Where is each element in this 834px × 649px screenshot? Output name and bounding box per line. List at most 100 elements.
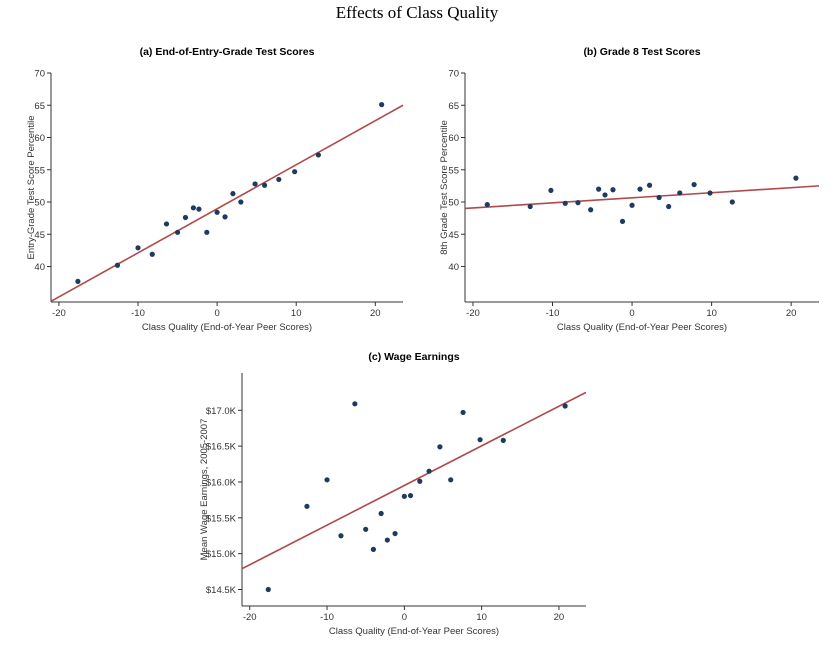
panel-a-x-tick-label: -10 [131, 308, 145, 319]
panel-b-x-tick-label: 20 [786, 308, 797, 319]
panel-c-title: (c) Wage Earnings [368, 351, 459, 363]
panel-a-data-point [190, 205, 196, 211]
panel-b-data-point [677, 190, 683, 196]
panel-c-y-tick-label: $17.0K [206, 406, 237, 417]
panel-c-data-point [384, 537, 390, 543]
panel-b-data-point [629, 202, 635, 208]
panel-c-data-point [392, 530, 398, 537]
panel-a-data-point [182, 214, 189, 221]
panel-c-y-tick-label: $16.0K [206, 477, 237, 488]
panel-c-data-point [460, 409, 466, 416]
panel-a-data-point [204, 229, 210, 235]
panel-c-data-point [417, 478, 423, 484]
panel-b-x-tick-label: -10 [546, 308, 560, 319]
panel-b-data-point [666, 203, 672, 210]
panel-c-data-point [265, 586, 271, 593]
panel-a-data-point [230, 191, 236, 197]
panel-c-x-axis-label: Class Quality (End-of-Year Peer Scores) [329, 626, 499, 637]
panel-b-data-point [707, 190, 713, 196]
panel-c-data-point [477, 437, 483, 443]
panel-b-x-tick-label: -20 [466, 308, 480, 319]
panel-b-data-point [619, 218, 626, 224]
panel-a-y-axis-label: Entry-Grade Test Score Percentile [26, 116, 37, 260]
panel-c-fit-line [241, 391, 587, 570]
panel-b-x-tick-label: 10 [706, 308, 717, 319]
panel-a-data-point [261, 182, 268, 188]
panel-b-data-point [656, 194, 662, 201]
panel-a-data-point [252, 181, 258, 187]
panel-b-data-point [596, 186, 602, 192]
panel-a-fit-line [50, 104, 404, 303]
figure-title: Effects of Class Quality [335, 3, 499, 22]
panel-b-data-point [527, 203, 533, 210]
panel-b-y-axis-label: 8th Grade Test Score Percentile [439, 120, 450, 254]
panel-a-data-point [149, 251, 155, 257]
panel-a-data-point [75, 278, 81, 284]
panel-c-data-point [352, 401, 358, 407]
panel-b-title: (b) Grade 8 Test Scores [583, 46, 700, 58]
panel-c-data-point [562, 403, 568, 409]
panel-a-data-point [379, 102, 385, 108]
panel-b-data-point [575, 200, 581, 206]
panel-c-data-point [437, 444, 443, 450]
panel-c-data-point [363, 526, 369, 532]
panel-b-y-tick-label: 70 [448, 69, 459, 80]
panel-a-y-tick-label: 40 [34, 262, 45, 273]
panel-c-y-tick-label: $15.0K [206, 549, 237, 560]
panel-a-data-point [222, 214, 228, 220]
panel-c-data-point [370, 546, 377, 552]
panel-a-x-tick-label: 20 [370, 308, 381, 319]
panel-b-x-axis-label: Class Quality (End-of-Year Peer Scores) [557, 322, 727, 333]
panel-a-title: (a) End-of-Entry-Grade Test Scores [140, 46, 315, 58]
panel-a-x-axis-label: Class Quality (End-of-Year Peer Scores) [142, 322, 312, 333]
panel-c-data-point [401, 493, 407, 499]
panel-a-data-point [276, 176, 282, 183]
panel-c-y-tick-label: $14.5K [206, 585, 237, 596]
panel-b-data-point [602, 192, 608, 198]
panel-a-y-tick-label: 60 [34, 133, 45, 144]
panel-a-data-point [315, 152, 321, 158]
panel-c-data-point [304, 503, 310, 509]
panel-a-data-point [238, 199, 244, 205]
panel-c-data-point [448, 477, 454, 483]
panel-a-y-tick-label: 70 [34, 69, 45, 80]
panel-b-y-tick-label: 55 [448, 165, 459, 176]
panel-a-y-tick-label: 45 [34, 230, 45, 241]
panel-a-x-tick-label: 0 [214, 308, 219, 319]
panel-b-y-tick-label: 65 [448, 101, 459, 112]
panel-c-x-tick-label: 10 [476, 612, 487, 623]
panel-c-y-tick-label: $15.5K [206, 513, 237, 524]
panel-c-data-point [378, 510, 384, 517]
panel-c-data-point [500, 437, 506, 443]
panel-b-data-point [691, 181, 697, 188]
panel-c-x-tick-label: -10 [320, 612, 334, 623]
panel-c-x-tick-label: 0 [402, 612, 407, 623]
panel-a-data-point [163, 221, 170, 227]
panel-a-data-point [114, 262, 121, 268]
panel-b-fit-line [464, 185, 820, 210]
panel-a-y-tick-label: 65 [34, 101, 45, 112]
panel-b-data-point [484, 201, 490, 208]
panel-b-data-point [793, 175, 799, 181]
panel-a-x-tick-label: -20 [52, 308, 66, 319]
panel-b-data-point [562, 200, 568, 206]
panel-b-y-tick-label: 40 [448, 262, 459, 273]
panel-c-y-tick-label: $16.5K [206, 442, 237, 453]
panel-a-y-tick-label: 50 [34, 198, 45, 209]
panel-a-x-tick-label: 10 [291, 308, 302, 319]
panel-c-data-point [324, 477, 330, 483]
panel-b-y-tick-label: 45 [448, 230, 459, 241]
panel-c-data-point [426, 468, 432, 474]
panel-b-y-tick-label: 60 [448, 133, 459, 144]
panel-b-data-point [588, 207, 594, 213]
panel-b-data-point [548, 187, 554, 194]
panel-b-data-point [610, 187, 616, 193]
panel-a-y-tick-label: 55 [34, 165, 45, 176]
panel-b-data-point [637, 186, 643, 192]
panel-a-data-point [196, 206, 202, 212]
panel-a-data-point [174, 229, 181, 235]
panel-c-data-point [338, 533, 344, 539]
panel-b-x-tick-label: 0 [629, 308, 634, 319]
panel-c-data-point [407, 492, 414, 499]
panel-a-data-point [214, 209, 220, 215]
